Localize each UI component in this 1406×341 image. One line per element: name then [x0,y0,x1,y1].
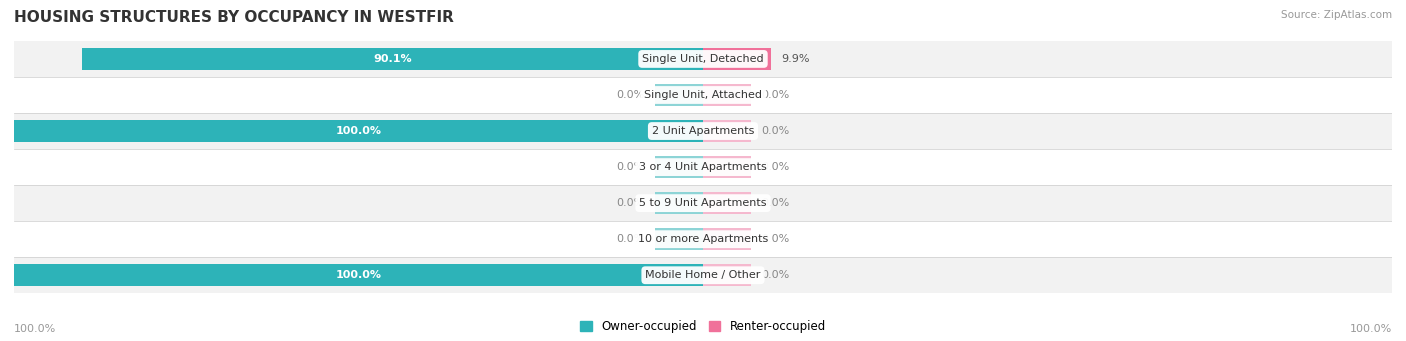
Text: 0.0%: 0.0% [762,126,790,136]
Text: 0.0%: 0.0% [616,234,644,244]
Text: 90.1%: 90.1% [374,54,412,64]
Bar [14,149,1392,185]
Text: 0.0%: 0.0% [762,90,790,100]
Bar [14,120,703,142]
Bar [14,41,1392,77]
Text: 100.0%: 100.0% [336,270,381,280]
Text: Source: ZipAtlas.com: Source: ZipAtlas.com [1281,10,1392,20]
Legend: Owner-occupied, Renter-occupied: Owner-occupied, Renter-occupied [579,320,827,333]
Bar [14,113,1392,149]
Text: 5 to 9 Unit Apartments: 5 to 9 Unit Apartments [640,198,766,208]
Text: Mobile Home / Other: Mobile Home / Other [645,270,761,280]
Bar [14,257,1392,293]
Text: 3 or 4 Unit Apartments: 3 or 4 Unit Apartments [640,162,766,172]
Bar [703,156,751,178]
Bar [655,156,703,178]
Bar [703,84,751,106]
Text: 0.0%: 0.0% [616,198,644,208]
Bar [14,264,703,286]
Text: 0.0%: 0.0% [616,90,644,100]
Text: 10 or more Apartments: 10 or more Apartments [638,234,768,244]
Text: 100.0%: 100.0% [14,324,56,334]
Text: 0.0%: 0.0% [762,270,790,280]
Text: Single Unit, Detached: Single Unit, Detached [643,54,763,64]
Bar [14,77,1392,113]
Bar [14,221,1392,257]
Bar [83,48,703,70]
Text: 0.0%: 0.0% [616,162,644,172]
Text: HOUSING STRUCTURES BY OCCUPANCY IN WESTFIR: HOUSING STRUCTURES BY OCCUPANCY IN WESTF… [14,10,454,25]
Bar [703,264,751,286]
Text: 0.0%: 0.0% [762,198,790,208]
Bar [703,120,751,142]
Bar [703,228,751,250]
Text: 2 Unit Apartments: 2 Unit Apartments [652,126,754,136]
Bar [655,84,703,106]
Bar [703,192,751,214]
Bar [14,185,1392,221]
Text: Single Unit, Attached: Single Unit, Attached [644,90,762,100]
Bar [655,192,703,214]
Text: 0.0%: 0.0% [762,234,790,244]
Text: 0.0%: 0.0% [762,162,790,172]
Text: 100.0%: 100.0% [1350,324,1392,334]
Bar [655,228,703,250]
Text: 100.0%: 100.0% [336,126,381,136]
Bar [703,48,772,70]
Text: 9.9%: 9.9% [782,54,810,64]
